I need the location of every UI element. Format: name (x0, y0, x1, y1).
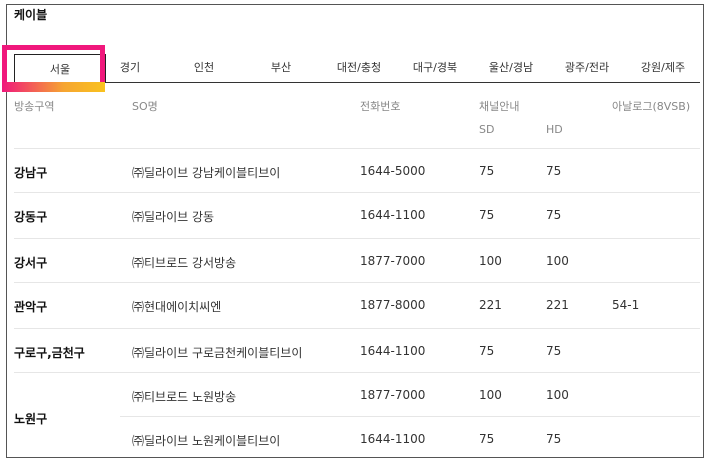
header-analog: 아날로그(8VSB) (612, 100, 691, 113)
row-sd: 221 (479, 298, 502, 312)
row-hd: 221 (546, 298, 569, 312)
row-phone: 1644-1100 (360, 208, 426, 222)
row-so: ㈜티브로드 강서방송 (132, 256, 237, 270)
tab-incheon[interactable]: 인천 (193, 61, 215, 74)
row-phone: 1644-1100 (360, 344, 426, 358)
tab-daejeon-chungcheong[interactable]: 대전/충청 (336, 61, 382, 74)
row-sd: 75 (479, 344, 495, 358)
row-divider (14, 148, 700, 149)
row-phone: 1877-7000 (360, 254, 426, 268)
row-hd: 75 (546, 164, 562, 178)
row-divider (14, 372, 700, 373)
row-sd: 75 (479, 208, 495, 222)
tab-seoul[interactable]: 서울 (14, 54, 106, 83)
row-hd: 75 (546, 344, 562, 358)
row-phone: 1644-1100 (360, 432, 426, 446)
tab-busan[interactable]: 부산 (270, 61, 292, 74)
row-so: ㈜티브로드 노원방송 (132, 390, 237, 404)
row-divider (14, 192, 700, 193)
row-divider (120, 416, 700, 417)
row-phone: 1644-5000 (360, 164, 426, 178)
tab-gwangju-jeolla[interactable]: 광주/전라 (564, 61, 610, 74)
row-so: ㈜현대에이치씨엔 (132, 300, 222, 314)
header-phone: 전화번호 (360, 100, 401, 113)
row-sd: 100 (479, 254, 502, 268)
cable-panel (6, 4, 704, 458)
header-area: 방송구역 (14, 100, 55, 113)
row-divider (14, 238, 700, 239)
tab-gyeonggi[interactable]: 경기 (119, 61, 141, 74)
region-tabs: 서울 경기 인천 부산 대전/충청 대구/경북 울산/경남 광주/전라 강원/제… (14, 54, 700, 83)
row-hd: 100 (546, 254, 569, 268)
row-hd: 75 (546, 208, 562, 222)
row-area: 관악구 (14, 300, 48, 314)
row-area: 노원구 (14, 412, 48, 426)
row-area: 구로구,금천구 (14, 346, 85, 360)
row-hd: 75 (546, 432, 562, 446)
row-divider (14, 282, 700, 283)
row-area: 강남구 (14, 166, 48, 180)
row-sd: 75 (479, 432, 495, 446)
row-sd: 75 (479, 164, 495, 178)
row-divider (14, 328, 700, 329)
tab-ulsan-gyeongnam[interactable]: 울산/경남 (488, 61, 534, 74)
section-title: 케이블 (14, 8, 48, 22)
header-sd: SD (479, 123, 495, 136)
row-phone: 1877-7000 (360, 388, 426, 402)
row-area: 강동구 (14, 210, 48, 224)
row-so: ㈜딜라이브 구로금천케이블티브이 (132, 346, 303, 360)
header-so: SO명 (132, 100, 158, 113)
tab-gangwon-jeju[interactable]: 강원/제주 (640, 61, 686, 74)
row-so: ㈜딜라이브 강동 (132, 210, 215, 224)
row-phone: 1877-8000 (360, 298, 426, 312)
row-sd: 100 (479, 388, 502, 402)
header-hd: HD (546, 123, 563, 136)
row-hd: 100 (546, 388, 569, 402)
row-analog: 54-1 (612, 298, 640, 312)
tab-daegu-gyeongbuk[interactable]: 대구/경북 (412, 61, 458, 74)
row-so: ㈜딜라이브 강남케이블티브이 (132, 166, 281, 180)
header-channel: 채널안내 (479, 100, 520, 113)
row-area: 강서구 (14, 256, 48, 270)
row-so: ㈜딜라이브 노원케이블티브이 (132, 434, 281, 448)
